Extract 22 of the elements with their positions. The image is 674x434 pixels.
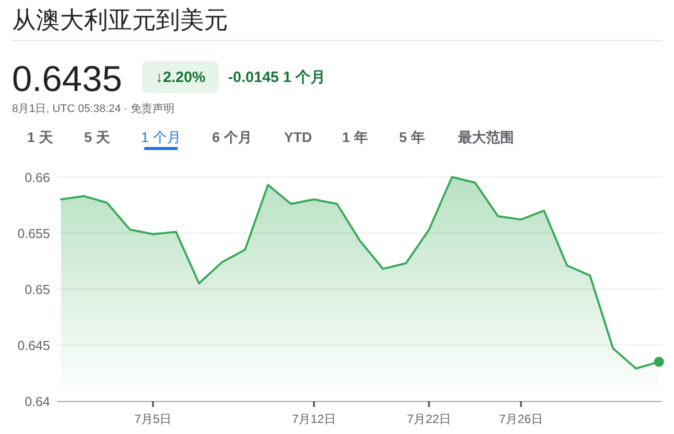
- y-tick-label: 0.66: [24, 170, 50, 185]
- y-tick-label: 0.645: [17, 338, 50, 353]
- x-tick-label: 7月22日: [406, 412, 452, 426]
- text: 1 天: [27, 129, 54, 145]
- text: 8月1日, UTC 05:38:24 · 免责声明: [12, 102, 175, 115]
- y-tick-label: 0.65: [24, 282, 50, 297]
- x-tick-label: 7月26日: [498, 412, 544, 426]
- title: 从澳大利亚元到美元: [12, 7, 228, 34]
- y-tick-label: 0.655: [17, 226, 50, 241]
- text: 5 年: [399, 129, 425, 145]
- text: 0.6435: [12, 58, 122, 99]
- text: YTD: [284, 129, 312, 145]
- text: -0.0145 1 个月: [228, 69, 326, 86]
- text: 1 年: [342, 129, 368, 145]
- x-tick-label: 7月12日: [292, 412, 336, 426]
- text: 1 个月: [141, 129, 181, 145]
- text: 5 天: [84, 129, 111, 145]
- x-tick-label: 7月5日: [134, 412, 172, 426]
- text: ↓2.20%: [155, 69, 206, 86]
- y-tick-label: 0.64: [24, 394, 50, 409]
- text: 最大范围: [457, 129, 514, 145]
- text: 6 个月: [212, 129, 252, 145]
